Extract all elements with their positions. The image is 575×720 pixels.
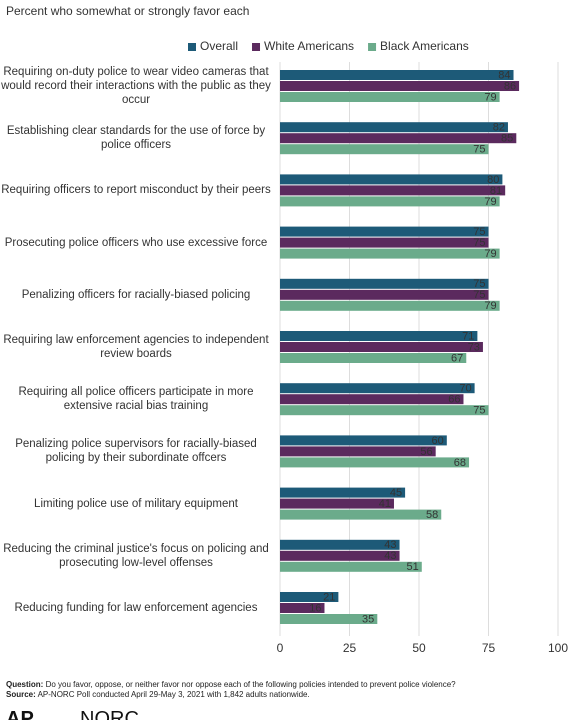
legend-label: Overall [200, 39, 238, 53]
chart-subtitle: Percent who somewhat or strongly favor e… [6, 4, 249, 18]
bar [280, 405, 489, 416]
bar [280, 457, 470, 468]
source: AP-NORC Poll conducted April 29-May 3, 2… [37, 690, 310, 699]
x-tick-label: 25 [343, 641, 357, 655]
value-label: 75 [473, 278, 485, 290]
category-label: Requiring law enforcement agencies to in… [3, 334, 269, 360]
value-label: 67 [451, 352, 463, 364]
bar [280, 539, 400, 550]
value-label: 41 [379, 498, 391, 510]
legend-label: White Americans [264, 39, 354, 53]
bar [280, 81, 520, 91]
bar [280, 509, 442, 520]
bar [280, 248, 500, 259]
bar [280, 70, 514, 80]
bar [280, 122, 508, 133]
value-label: 16 [309, 602, 321, 614]
value-label: 66 [448, 394, 460, 406]
legend-swatch [368, 43, 377, 51]
value-label: 43 [384, 539, 396, 551]
bar [280, 550, 400, 561]
bar [280, 342, 483, 352]
category-label: Penalizing police supervisors for racial… [15, 438, 257, 465]
value-label: 58 [426, 509, 438, 521]
question: Do you favor, oppose, or neither favor n… [45, 680, 456, 689]
bar [280, 498, 394, 509]
bar [280, 289, 489, 300]
value-label: 68 [454, 457, 466, 469]
value-label: 79 [484, 300, 496, 312]
value-label: 79 [484, 91, 496, 103]
bar [280, 592, 339, 602]
value-label: 51 [407, 561, 419, 573]
bar [280, 185, 506, 196]
bar [280, 174, 503, 185]
value-label: 60 [432, 435, 444, 447]
category-label: Prosecuting police officers who use exce… [4, 236, 268, 249]
logo: NORC [80, 708, 139, 720]
bar [280, 487, 406, 498]
legend-swatch [252, 43, 261, 51]
value-label: 75 [473, 144, 485, 156]
bar [280, 196, 500, 207]
bar [280, 300, 500, 311]
bar [280, 353, 467, 363]
bar [280, 561, 422, 572]
bar [280, 435, 447, 446]
value-label: 70 [459, 383, 471, 395]
legend-label: Black Americans [380, 39, 469, 53]
value-label: 85 [501, 133, 513, 145]
value-label: 75 [473, 405, 485, 417]
value-label: 45 [390, 487, 402, 499]
value-label: 75 [473, 289, 485, 301]
value-label: 79 [484, 248, 496, 260]
bar [280, 278, 489, 289]
value-label: 84 [498, 69, 510, 81]
category-label: Penalizing officers for racially-biased … [21, 288, 251, 301]
value-label: 80 [487, 174, 499, 186]
bar [280, 237, 489, 248]
value-label: 35 [362, 613, 374, 625]
value-label: 86 [504, 80, 516, 92]
category-label: Limiting police use of military equipmen… [34, 497, 238, 510]
bar [280, 144, 489, 155]
bar [280, 446, 436, 457]
question-label: Question: [6, 680, 44, 689]
value-label: 56 [420, 446, 432, 458]
value-label: 79 [484, 196, 496, 208]
value-label: 75 [473, 226, 485, 238]
bar [280, 331, 478, 341]
x-tick-label: 50 [412, 641, 426, 655]
category-label: Reducing funding for law enforcement age… [14, 602, 258, 614]
x-tick-label: 0 [277, 641, 284, 655]
x-tick-label: 75 [482, 641, 496, 655]
bar [280, 614, 378, 624]
source-note: Source: AP-NORC Poll conducted April 29-… [6, 690, 571, 699]
category-label: Requiring all police officers participat… [18, 386, 254, 413]
bar [280, 133, 517, 144]
value-label: 75 [473, 237, 485, 249]
bar [280, 394, 464, 405]
category-label: Establishing clear standards for the use… [6, 125, 266, 152]
x-tick-label: 100 [548, 641, 568, 655]
category-label: Requiring officers to report misconduct … [1, 184, 271, 197]
logo: AP [6, 708, 34, 720]
category-label: Requiring on-duty police to wear video c… [1, 66, 271, 106]
value-label: 73 [468, 341, 480, 353]
value-label: 81 [490, 185, 502, 197]
bar [280, 226, 489, 237]
value-label: 82 [493, 122, 505, 134]
question-note: Question: Do you favor, oppose, or neith… [6, 680, 571, 689]
category-label: Reducing the criminal justice's focus on… [3, 542, 269, 569]
source-label: Source: [6, 690, 36, 699]
value-label: 21 [323, 591, 335, 603]
bar [280, 603, 325, 613]
value-label: 71 [462, 330, 474, 342]
value-label: 43 [384, 550, 396, 562]
bar [280, 383, 475, 394]
bar [280, 92, 500, 102]
legend-swatch [188, 43, 196, 51]
